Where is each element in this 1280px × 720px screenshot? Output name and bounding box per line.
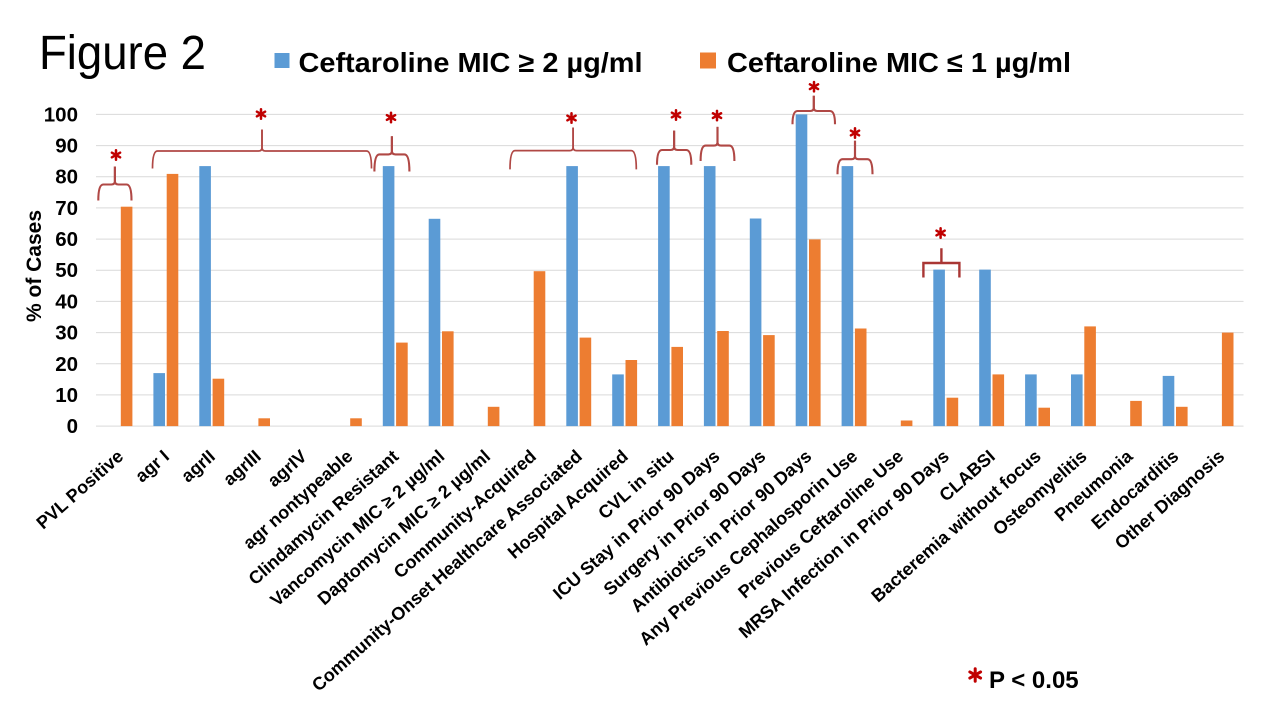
svg-text:% of Cases: % of Cases [23, 210, 46, 322]
svg-text:0: 0 [67, 415, 78, 438]
svg-text:30: 30 [55, 322, 78, 345]
svg-text:80: 80 [55, 166, 78, 189]
svg-text:70: 70 [55, 197, 78, 220]
svg-text:Ceftaroline MIC ≤ 1 µg/ml: Ceftaroline MIC ≤ 1 µg/ml [727, 47, 1071, 78]
svg-text:Figure 2: Figure 2 [39, 27, 206, 80]
svg-text:agr I: agr I [131, 446, 173, 486]
svg-text:60: 60 [55, 228, 78, 251]
svg-text:Ceftaroline MIC ≥ 2 µg/ml: Ceftaroline MIC ≥ 2 µg/ml [299, 47, 643, 78]
svg-text:50: 50 [55, 259, 78, 282]
svg-text:20: 20 [55, 353, 78, 376]
svg-text:agrIII: agrIII [219, 446, 264, 489]
svg-text:90: 90 [55, 135, 78, 158]
svg-text:100: 100 [44, 103, 78, 126]
svg-text:40: 40 [55, 290, 78, 313]
svg-text:P < 0.05: P < 0.05 [989, 667, 1079, 694]
svg-text:agrII: agrII [177, 446, 219, 486]
svg-text:10: 10 [55, 384, 78, 407]
svg-text:PVL Positive: PVL Positive [32, 446, 127, 533]
